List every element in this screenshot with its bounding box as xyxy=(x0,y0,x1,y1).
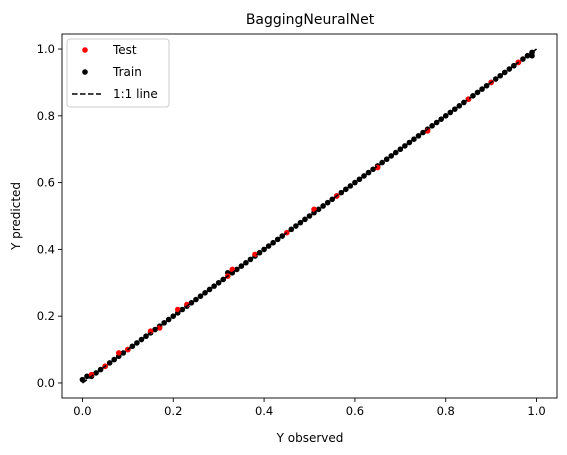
y-tick-label: 1.0 xyxy=(37,42,55,56)
x-tick-label: 0.8 xyxy=(437,404,455,418)
y-tick-label: 0.2 xyxy=(37,309,55,323)
x-tick-label: 0.2 xyxy=(164,404,182,418)
y-axis: 0.0 0.2 0.4 0.6 0.8 1.0 xyxy=(37,42,62,390)
plot-area xyxy=(79,48,538,384)
one-to-one-line xyxy=(81,48,538,384)
y-tick-label: 0.0 xyxy=(37,376,55,390)
test-point xyxy=(252,251,258,258)
test-point xyxy=(115,350,122,356)
y-tick-label: 0.4 xyxy=(37,242,55,256)
x-axis: 0.0 0.2 0.4 0.6 0.8 1.0 xyxy=(73,398,546,418)
y-tick-label: 0.8 xyxy=(37,109,55,123)
train-point xyxy=(84,373,90,380)
x-tick-label: 0.0 xyxy=(73,404,91,418)
chart-title: BaggingNeuralNet xyxy=(246,12,375,28)
legend-marker-train xyxy=(82,69,88,75)
x-tick-label: 0.6 xyxy=(346,404,364,418)
test-point xyxy=(147,328,154,335)
test-point xyxy=(156,325,163,331)
legend-box xyxy=(66,38,170,108)
legend-marker-test xyxy=(82,47,88,53)
x-tick-label: 0.4 xyxy=(255,404,273,418)
legend-label-1to1-line: 1:1 line xyxy=(113,87,158,101)
x-tick-label: 1.0 xyxy=(527,404,545,418)
x-axis-label: Y observed xyxy=(276,431,344,445)
y-tick-label: 0.6 xyxy=(37,176,55,190)
legend: Test Train 1:1 line xyxy=(66,38,170,108)
y-axis-label: Y predicted xyxy=(9,182,23,251)
legend-label-test: Test xyxy=(112,43,137,57)
legend-label-train: Train xyxy=(112,65,142,79)
plot-frame xyxy=(61,33,558,399)
